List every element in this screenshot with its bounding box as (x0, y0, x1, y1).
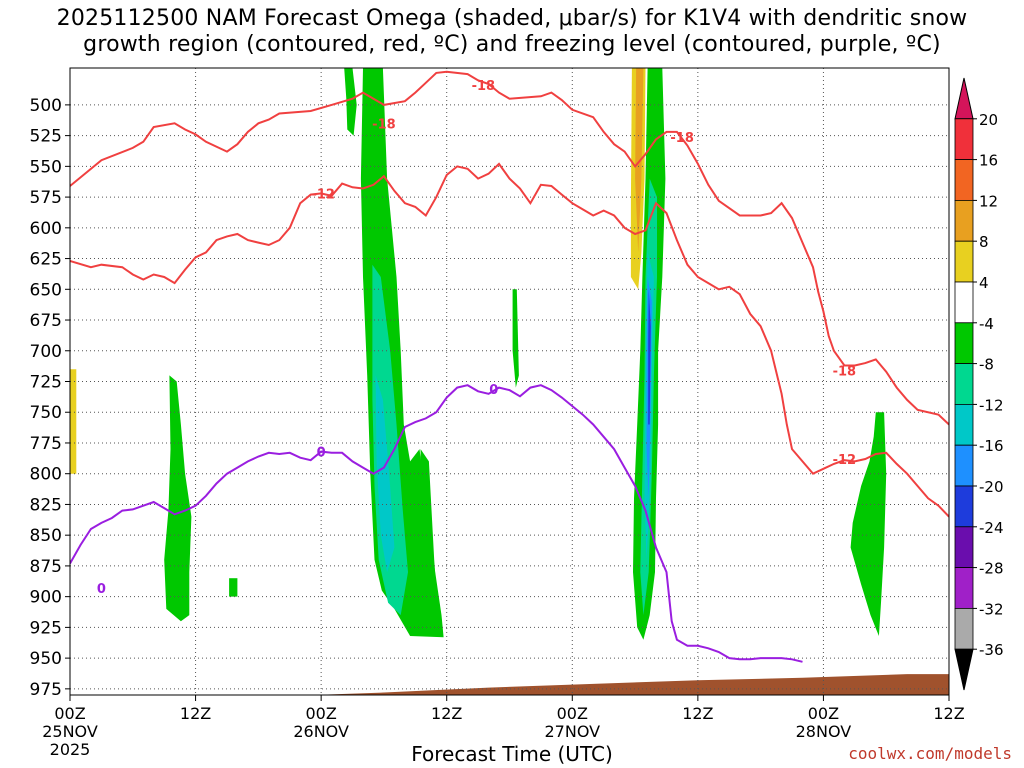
colorbar-swatch (954, 322, 974, 364)
colorbar-label: -8 (979, 356, 994, 374)
contour--12 (70, 162, 949, 518)
colorbar-arrow-top (954, 77, 974, 120)
colorbar-label: -36 (979, 641, 1004, 659)
contour-label: -12 (311, 187, 335, 202)
y-tick-label: 575 (30, 188, 62, 208)
y-tick-label: 825 (30, 495, 62, 515)
colorbar-label: -32 (979, 600, 1004, 618)
contour-label: -18 (833, 364, 857, 379)
colorbar-label: 12 (979, 192, 998, 210)
y-tick-label: 975 (30, 680, 62, 700)
contour-label: 0 (489, 383, 498, 398)
colorbar-label: 4 (979, 274, 989, 292)
colorbar-swatch (954, 281, 974, 324)
omega-region-1 (164, 375, 192, 622)
x-tick-label: 12Z (682, 704, 713, 723)
omega-region-16 (420, 449, 439, 634)
x-tick-date: 25NOV (42, 722, 98, 741)
x-tick-date: 27NOV (544, 722, 600, 741)
colorbar-label: -16 (979, 437, 1004, 455)
plot-background (70, 68, 949, 695)
contour-label: -18 (372, 117, 396, 132)
x-tick-date: 26NOV (293, 722, 349, 741)
y-tick-label: 725 (30, 373, 62, 393)
x-tick-year: 2025 (50, 740, 91, 759)
contour-label: -18 (472, 79, 496, 94)
omega-region-7 (512, 289, 519, 388)
colorbar-swatch (954, 159, 974, 201)
colorbar-label: 16 (979, 152, 998, 170)
colorbar-label: -28 (979, 560, 1004, 578)
colorbar-swatch (954, 608, 974, 650)
x-tick-label: 12Z (933, 704, 964, 723)
y-tick-label: 875 (30, 557, 62, 577)
x-axis-label: Forecast Time (UTC) (411, 742, 613, 766)
colorbar-label: -4 (979, 315, 994, 333)
y-tick-label: 775 (30, 434, 62, 454)
y-tick-label: 650 (30, 280, 62, 300)
y-tick-label: 750 (30, 403, 62, 423)
omega-region-2 (229, 578, 238, 597)
colorbar-swatch (954, 199, 974, 242)
credit-text: coolwx.com/models (848, 744, 1012, 763)
x-tick-date: 28NOV (796, 722, 852, 741)
colorbar-swatch (954, 240, 974, 283)
colorbar-arrow-bottom (954, 648, 974, 691)
grid (69, 68, 950, 695)
contour--18 (70, 70, 949, 426)
terrain (313, 674, 949, 695)
omega-shading (70, 68, 887, 640)
y-tick-label: 900 (30, 588, 62, 608)
colorbar-swatch (954, 526, 974, 568)
x-tick-label: 00Z (808, 704, 839, 723)
colorbar-label: 8 (979, 233, 989, 251)
omega-region-0 (70, 369, 77, 474)
contour-label: -18 (670, 131, 694, 146)
contour-label: 0 (317, 446, 326, 461)
y-tick-label: 625 (30, 250, 62, 270)
colorbar-swatch (954, 363, 974, 405)
x-tick-label: 12Z (431, 704, 462, 723)
colorbar-label: -12 (979, 396, 1004, 414)
omega-region-3 (344, 68, 357, 136)
colorbar-swatch (954, 485, 974, 528)
y-tick-label: 550 (30, 157, 62, 177)
y-tick-label: 800 (30, 465, 62, 485)
colorbar-swatch (954, 403, 974, 446)
y-tick-label: 600 (30, 219, 62, 239)
y-tick-label: 700 (30, 342, 62, 362)
x-tick-label: 00Z (557, 704, 588, 723)
y-tick-label: 850 (30, 526, 62, 546)
omega-region-6 (375, 375, 395, 573)
y-tick-label: 675 (30, 311, 62, 331)
contour-label: 0 (97, 582, 106, 597)
y-tick-label: 925 (30, 618, 62, 638)
y-tick-label: 500 (30, 96, 62, 116)
chart-title: 2025112500 NAM Forecast Omega (shaded, μ… (0, 6, 1024, 58)
colorbar-label: -24 (979, 519, 1004, 537)
y-tick-label: 950 (30, 649, 62, 669)
colorbar-swatch (954, 118, 974, 161)
colorbar: 20 16 12 8 4 -4 -8 -12 -16 -20 -24 -28 -32 -36 (954, 77, 1004, 691)
x-tick-label: 00Z (305, 704, 336, 723)
contour-0 (70, 384, 803, 663)
contour-labels: -18 -18 -18 -18 -12 -12 0 0 0 (97, 79, 856, 597)
x-tick-label: 00Z (54, 704, 85, 723)
y-axis: 500 525 550 575 600 625 650 675 700 725 750 775 800 8… (30, 96, 70, 700)
colorbar-swatch (954, 444, 974, 487)
omega-region-15 (850, 412, 887, 636)
colorbar-label: 20 (979, 111, 998, 129)
colorbar-swatch (954, 567, 974, 609)
contour-label: -12 (833, 453, 857, 468)
title-line-2: growth region (contoured, red, ºC) and f… (83, 32, 941, 57)
terrain-fill (313, 674, 949, 695)
x-tick-label: 12Z (180, 704, 211, 723)
y-tick-label: 525 (30, 127, 62, 147)
omega-region-14 (648, 289, 651, 425)
title-line-1: 2025112500 NAM Forecast Omega (shaded, μ… (56, 6, 968, 31)
colorbar-label: -20 (979, 478, 1004, 496)
contours (70, 70, 949, 663)
